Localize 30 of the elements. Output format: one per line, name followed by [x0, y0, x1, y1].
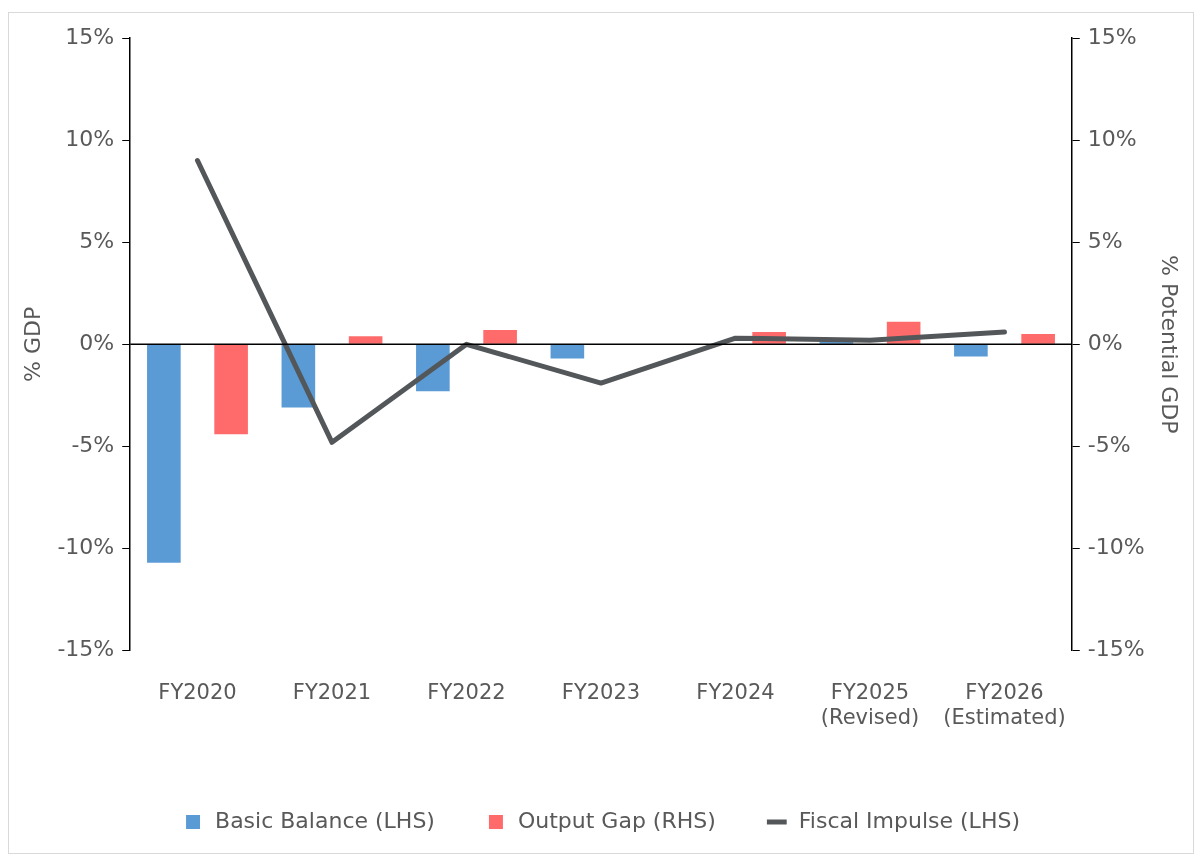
y2-tick-label: 10%: [1087, 125, 1137, 151]
bar: [348, 336, 383, 344]
y2-tick-label: -10%: [1087, 534, 1145, 560]
y-tick-label: -15%: [57, 636, 115, 662]
bar: [1021, 334, 1055, 344]
y2-tick-label: -5%: [1087, 432, 1131, 458]
x-tick-label: FY2021: [292, 679, 372, 704]
y-tick-label: 5%: [79, 227, 115, 253]
legend-label: Basic Balance (LHS): [215, 807, 435, 833]
bar: [483, 330, 517, 344]
y2-axis-title: % Potential GDP: [1157, 255, 1183, 434]
x-tick-label: FY2025 (Revised): [820, 679, 920, 729]
x-tick-label: FY2024: [696, 679, 775, 704]
y-tick-label: 10%: [65, 125, 115, 151]
y-tick-label: 15%: [65, 23, 115, 49]
y2-tick-label: 15%: [1087, 23, 1137, 49]
y2-tick-label: 5%: [1087, 227, 1123, 253]
legend-label: Fiscal Impulse (LHS): [798, 807, 1020, 833]
x-tick-label: FY2023: [561, 679, 641, 704]
y2-tick-label: 0%: [1087, 330, 1123, 356]
bar: [214, 344, 248, 435]
y2-tick-label: -15%: [1087, 636, 1145, 662]
x-tick-label: FY2026 (Estimated): [943, 679, 1066, 729]
x-tick-label: FY2022: [427, 679, 506, 704]
x-tick-label: FY2020: [158, 679, 237, 704]
y-tick-label: -5%: [71, 432, 115, 458]
y-tick-label: -10%: [57, 534, 115, 560]
y-axis-title: % GDP: [19, 306, 45, 382]
y-tick-label: 0%: [79, 330, 115, 356]
legend-label: Output Gap (RHS): [517, 807, 716, 833]
